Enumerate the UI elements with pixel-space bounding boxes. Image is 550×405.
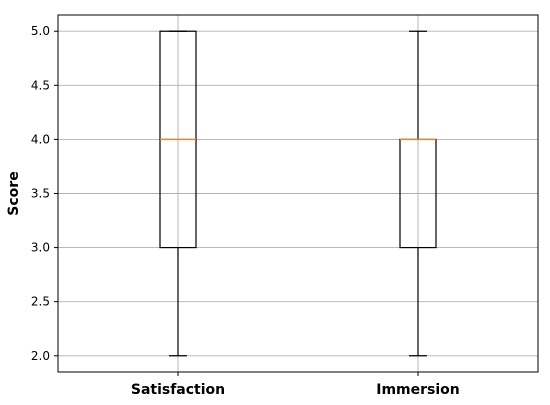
y-tick-label: 5.0: [31, 24, 50, 38]
box-satisfaction: [159, 30, 197, 357]
x-tick-label: Satisfaction: [131, 382, 225, 398]
y-axis-title: Score: [6, 171, 22, 215]
x-axis-ticks: Satisfaction Immersion: [131, 372, 460, 398]
grid-lines: [58, 15, 538, 372]
boxes: [159, 30, 437, 357]
y-tick-label: 3.5: [31, 187, 50, 201]
y-tick-label: 4.5: [31, 78, 50, 92]
box-immersion: [399, 30, 437, 357]
y-tick-label: 3.0: [31, 241, 50, 255]
y-tick-label: 2.0: [31, 349, 50, 363]
x-tick-label: Immersion: [376, 382, 460, 398]
y-tick-label: 2.5: [31, 295, 50, 309]
y-axis-ticks: 2.0 2.5 3.0 3.5 4.0 4.5 5.0: [31, 24, 58, 363]
plot-frame: [57, 14, 539, 373]
y-tick-label: 4.0: [31, 132, 50, 146]
